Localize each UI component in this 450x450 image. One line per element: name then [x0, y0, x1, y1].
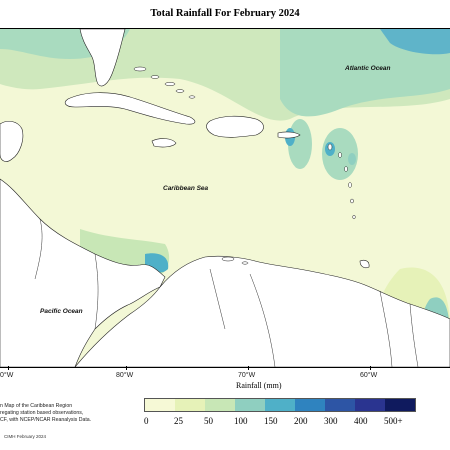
map-canvas	[0, 29, 450, 367]
note-line: n Map of the Caribbean Region	[0, 403, 73, 409]
legend-swatch	[355, 399, 385, 411]
label-atlantic: Atlantic Ocean	[345, 65, 391, 72]
legend-swatch	[385, 399, 415, 411]
lon-label: 0°W	[0, 372, 14, 379]
map-note: n Map of the Caribbean Region regating s…	[0, 403, 130, 425]
legend-tick: 25	[174, 416, 183, 426]
tick-60	[370, 366, 371, 370]
jamaica	[151, 138, 177, 148]
map-title: Total Rainfall For February 2024	[150, 8, 300, 19]
puerto-rico	[277, 131, 301, 139]
small-islands	[133, 66, 356, 265]
rain-core-antilles-2	[348, 153, 356, 165]
legend-swatch	[325, 399, 355, 411]
rainfall-legend	[144, 398, 416, 412]
legend-tick: 300	[324, 416, 338, 426]
borders	[34, 218, 419, 367]
lon-label: 70°W	[238, 372, 256, 379]
legend-tick: 500+	[384, 416, 403, 426]
legend-swatch	[235, 399, 265, 411]
legend-tick: 150	[264, 416, 278, 426]
florida	[79, 29, 126, 87]
label-pacific: Pacific Ocean	[40, 308, 83, 315]
legend-tick: 100	[234, 416, 248, 426]
lon-label: 80°W	[116, 372, 134, 379]
legend-title: Rainfall (mm)	[236, 381, 282, 390]
landmasses	[0, 29, 450, 367]
legend-swatch	[145, 399, 175, 411]
legend-tick: 50	[204, 416, 213, 426]
legend-swatch	[175, 399, 205, 411]
tick-80	[126, 366, 127, 370]
yucatan	[0, 120, 24, 162]
rainfall-map: Atlantic Ocean Caribbean Sea Pacific Oce…	[0, 28, 450, 368]
footer-credit: CIMH February 2024	[4, 434, 47, 439]
tick-0	[8, 366, 9, 370]
note-line: CF, with NCEP/NCAR Reanalysis Data.	[0, 417, 92, 424]
hispaniola	[206, 115, 264, 138]
note-line: regating station based observations,	[0, 410, 84, 417]
rain-core-ne	[380, 29, 450, 55]
legend-tick: 200	[294, 416, 308, 426]
tick-70	[248, 366, 249, 370]
legend-swatch	[265, 399, 295, 411]
cuba	[64, 92, 196, 125]
rain-patch-pr	[288, 119, 312, 169]
legend-swatch	[205, 399, 235, 411]
legend-swatch	[295, 399, 325, 411]
lon-label: 60°W	[360, 372, 378, 379]
legend-tick: 400	[354, 416, 368, 426]
south-america	[74, 255, 450, 367]
rain-band-atlantic	[280, 29, 450, 117]
legend-tick: 0	[144, 416, 149, 426]
trinidad	[359, 259, 370, 269]
label-caribbean: Caribbean Sea	[163, 185, 209, 192]
legend-tick-labels: 0 25 50 100 150 200 300 400 500+	[138, 416, 418, 428]
